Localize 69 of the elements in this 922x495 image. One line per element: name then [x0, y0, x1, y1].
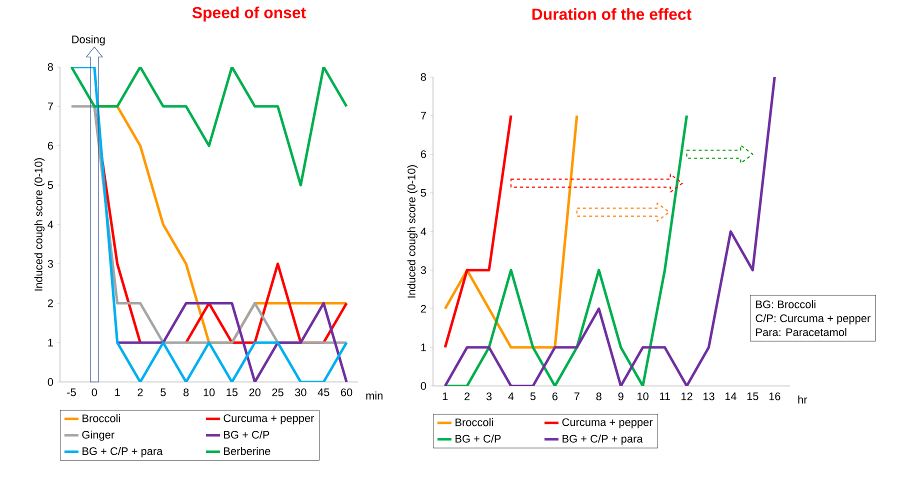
x-tick-label: 7	[574, 392, 580, 400]
x-tick-label: 3	[486, 392, 492, 400]
annotation: Dosing	[72, 35, 105, 46]
x-tick-label: 6	[552, 392, 558, 400]
x-tick-label: 5	[160, 388, 166, 396]
line-series	[444, 114, 688, 386]
chart-title: Duration of the effect	[532, 8, 692, 20]
legend-label: BG + C/P + para	[82, 447, 163, 458]
y-tick-label: 4	[420, 228, 426, 236]
x-tick-label: 45	[318, 388, 330, 396]
legend-label: Curcuma + pepper	[224, 414, 314, 424]
y-axis-title: Induced cough score (0-10)	[407, 165, 418, 298]
x-tick-label: 20	[249, 388, 261, 396]
x-tick-label: 1	[442, 392, 448, 400]
y-tick-label: 6	[48, 142, 54, 150]
line-series	[70, 66, 348, 186]
x-tick-label: 11	[660, 392, 670, 400]
legend-label: Broccoli	[82, 414, 120, 422]
x-tick-label: 4	[508, 392, 514, 400]
x-tick-label: 16	[769, 392, 780, 400]
x-tick-label: 5	[530, 392, 536, 400]
x-tick-label: 13	[703, 392, 714, 400]
legend-label: Ginger	[82, 430, 114, 441]
legend-label: BG + C/P + para	[562, 434, 643, 445]
legend-label: Berberine	[224, 447, 270, 456]
y-tick-label: 1	[48, 338, 53, 346]
chart-title: Speed of onset	[192, 6, 306, 22]
y-tick-label: 8	[48, 63, 54, 71]
annotation: C/P: Curcuma + pepper	[756, 314, 870, 324]
x-tick-label: 0	[92, 388, 98, 396]
x-tick-label: 10	[204, 388, 215, 396]
x-tick-label: 14	[725, 392, 736, 400]
legend-label: Curcuma + pepper	[562, 418, 653, 428]
x-tick-label: 9	[618, 392, 624, 400]
y-tick-label: 0	[420, 382, 426, 390]
y-tick-label: 2	[48, 299, 53, 308]
y-tick-label: 6	[420, 150, 426, 158]
y-tick-label: 5	[420, 189, 426, 197]
x-axis-title: min	[366, 392, 382, 400]
x-tick-label: 60	[341, 388, 352, 396]
y-tick-label: 2	[420, 304, 426, 313]
y-tick-label: 7	[48, 102, 53, 110]
x-axis-title: hr	[798, 396, 808, 404]
x-tick-label: 15	[747, 392, 758, 400]
x-tick-label: 30	[295, 388, 306, 396]
x-tick-label: 8	[596, 392, 602, 400]
y-tick-label: 8	[420, 73, 426, 81]
x-tick-label: 12	[681, 392, 692, 400]
x-tick-label: 25	[272, 388, 284, 396]
x-tick-label: 10	[638, 392, 648, 400]
legend-label: BG + C/P	[224, 430, 270, 439]
y-axis-title: Induced cough score (0-10)	[34, 158, 45, 290]
x-tick-label: 2	[138, 388, 143, 396]
y-tick-label: 5	[48, 181, 54, 189]
x-tick-label: -5	[67, 388, 76, 396]
y-tick-label: 1	[421, 344, 426, 352]
x-tick-label: 15	[226, 388, 238, 396]
x-tick-label: 1	[115, 388, 120, 396]
legend-label: BG + C/P	[456, 434, 501, 443]
y-tick-label: 4	[48, 220, 54, 228]
x-tick-label: 2	[464, 392, 470, 400]
y-tick-label: 0	[48, 378, 54, 386]
y-tick-label: 3	[420, 266, 426, 274]
y-tick-label: 3	[48, 260, 54, 268]
annotation: Para: Paracetamol	[756, 328, 846, 336]
y-tick-label: 7	[420, 112, 426, 120]
annotation: BG: Broccoli	[756, 300, 816, 308]
x-tick-label: 8	[184, 388, 189, 396]
legend-label: Broccoli	[456, 418, 493, 426]
